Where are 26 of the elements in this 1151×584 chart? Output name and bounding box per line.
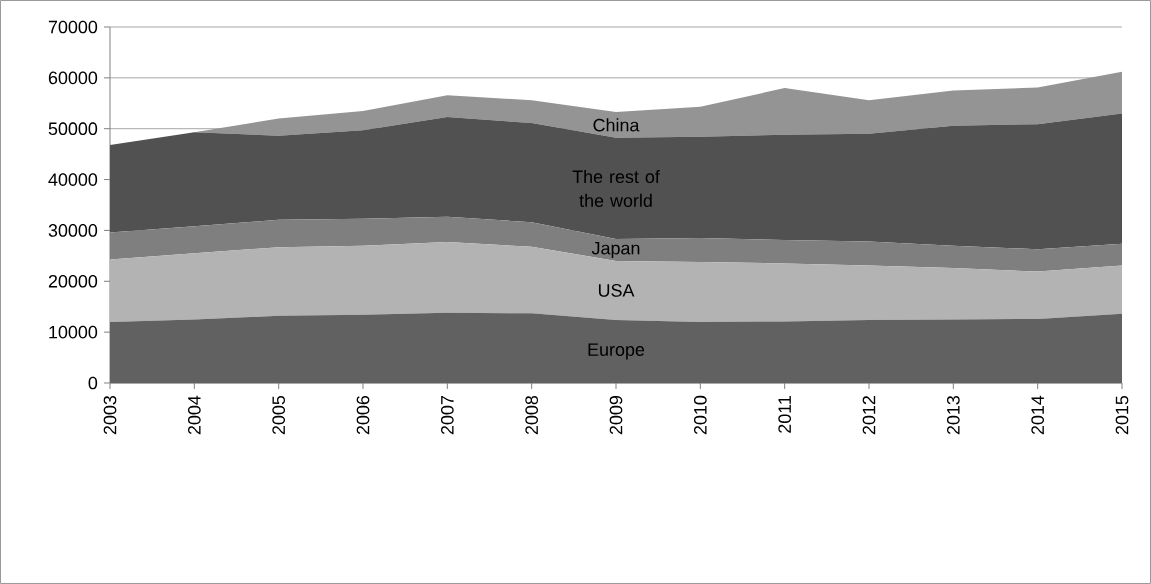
x-tick-label: 2005 [272,395,286,435]
series-label: China [593,118,640,132]
x-tick-label: 2014 [1031,395,1045,435]
x-tick-label: 2008 [525,395,539,435]
y-tick-label: 60000 [48,71,98,85]
y-tick-label: 30000 [48,224,98,237]
x-tick-label: 2015 [1115,395,1129,435]
x-tick-label: 2010 [693,395,707,435]
x-tick-label: 2004 [187,395,201,435]
y-tick-label: 40000 [48,173,98,186]
series-label: Japan [591,241,640,259]
y-tick-label: 70000 [48,20,98,34]
y-tick-label: 0 [88,376,98,390]
series-label: The rest of the world [572,169,660,207]
y-tick-label: 10000 [49,325,98,339]
x-tick-label: 2007 [440,396,454,435]
x-tick-label: 2013 [946,395,960,435]
y-tick-label: 20000 [48,274,98,288]
x-tick-label: 2003 [103,395,117,435]
series-label: USA [598,284,635,297]
x-tick-label: 2011 [778,396,792,433]
x-tick-label: 2006 [356,395,370,435]
y-tick-label: 50000 [48,122,98,136]
x-tick-label: 2009 [609,396,623,435]
series-label: Europe [588,343,645,360]
x-tick-label: 2012 [862,396,876,435]
